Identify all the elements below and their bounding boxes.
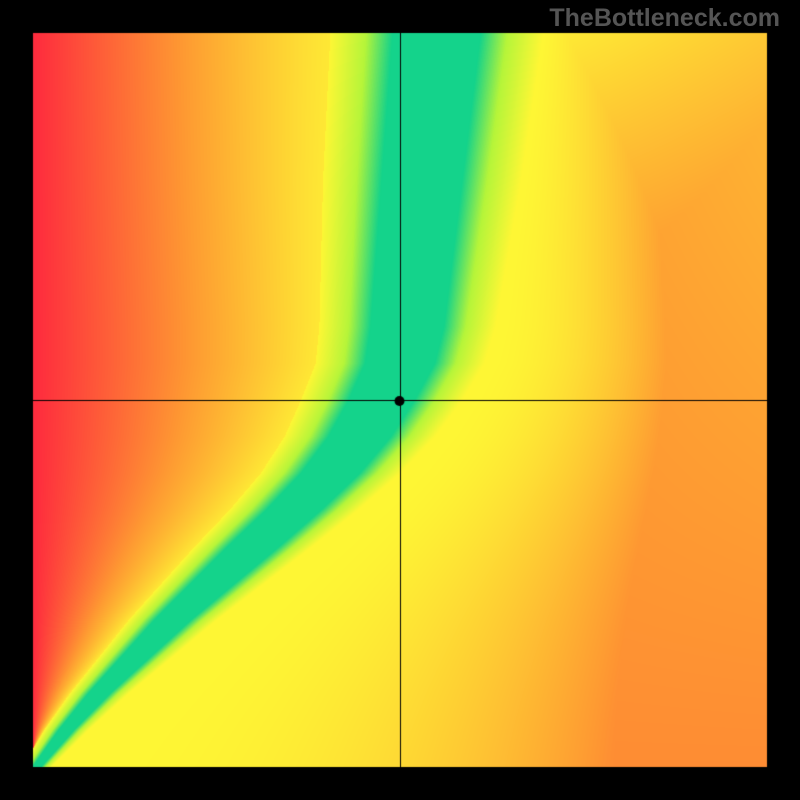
watermark-text: TheBottleneck.com <box>549 4 780 33</box>
chart-container: TheBottleneck.com <box>0 0 800 800</box>
bottleneck-heatmap <box>0 0 800 800</box>
